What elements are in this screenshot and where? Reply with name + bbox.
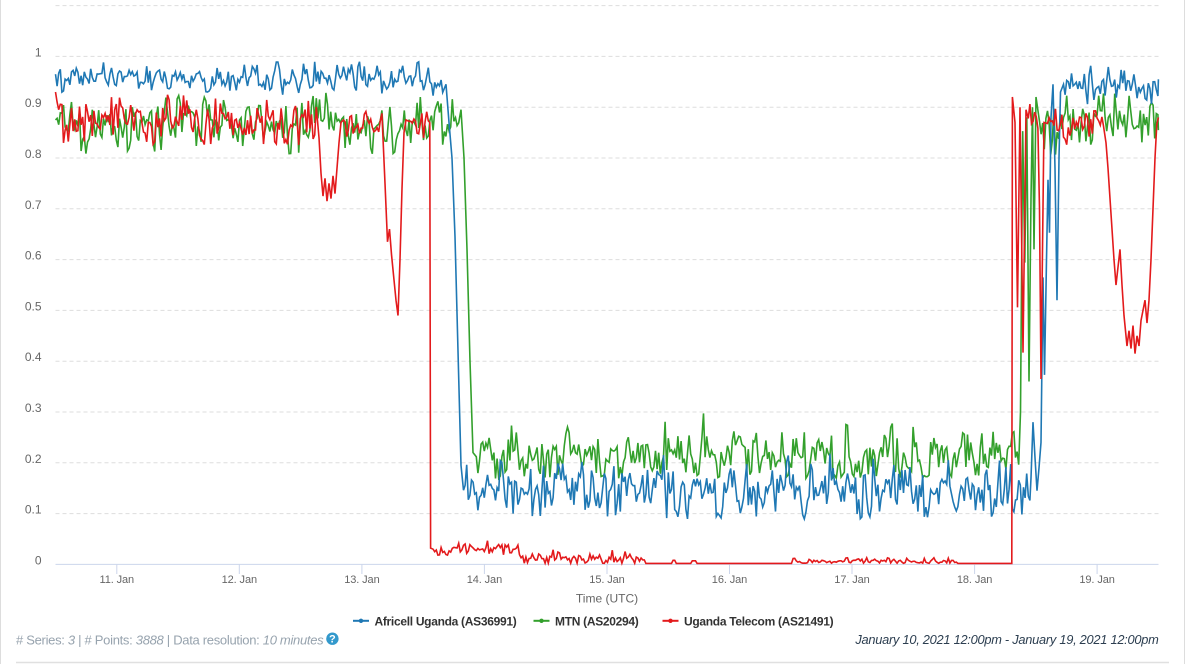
svg-text:11. Jan: 11. Jan <box>100 574 135 586</box>
svg-text:17. Jan: 17. Jan <box>834 574 869 586</box>
svg-text:0.3: 0.3 <box>25 401 42 415</box>
svg-text:1: 1 <box>35 45 42 59</box>
svg-text:0.4: 0.4 <box>25 350 42 364</box>
svg-text:# Series: 3 | # Points: 3888 |: # Series: 3 | # Points: 3888 | Data reso… <box>16 633 324 648</box>
svg-text:0: 0 <box>35 553 42 567</box>
svg-text:Uganda Telecom (AS21491): Uganda Telecom (AS21491) <box>684 614 834 628</box>
svg-text:?: ? <box>329 634 336 646</box>
svg-text:12. Jan: 12. Jan <box>222 574 257 586</box>
svg-text:January 10, 2021 12:00pm - Jan: January 10, 2021 12:00pm - January 19, 2… <box>854 632 1159 647</box>
svg-text:14. Jan: 14. Jan <box>467 574 502 586</box>
svg-text:15. Jan: 15. Jan <box>589 574 624 586</box>
svg-text:MTN (AS20294): MTN (AS20294) <box>555 614 639 628</box>
svg-text:13. Jan: 13. Jan <box>344 574 379 586</box>
svg-text:0.8: 0.8 <box>25 147 42 161</box>
svg-text:16. Jan: 16. Jan <box>712 574 747 586</box>
svg-text:0.5: 0.5 <box>25 299 42 313</box>
svg-text:0.9: 0.9 <box>25 96 42 110</box>
svg-text:0.6: 0.6 <box>25 249 42 263</box>
svg-text:0.7: 0.7 <box>25 198 42 212</box>
svg-text:Time (UTC): Time (UTC) <box>576 592 638 606</box>
svg-text:0.2: 0.2 <box>25 452 42 466</box>
svg-text:Africell Uganda (AS36991): Africell Uganda (AS36991) <box>375 614 517 628</box>
svg-text:19. Jan: 19. Jan <box>1079 574 1114 586</box>
svg-text:18. Jan: 18. Jan <box>957 574 992 586</box>
svg-text:0.1: 0.1 <box>25 503 42 517</box>
